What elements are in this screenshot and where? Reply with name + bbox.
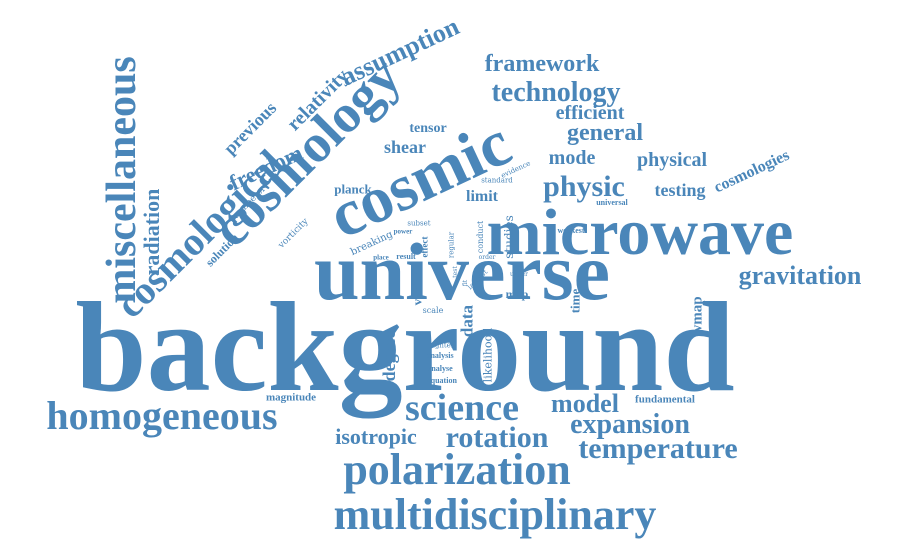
word-gravitation: gravitation (738, 261, 862, 290)
word-model: model (551, 389, 619, 418)
word-isotropic: isotropic (335, 424, 417, 449)
word-cosmologies: cosmologies (711, 146, 793, 197)
word-effect: effect (419, 236, 430, 258)
word-planck: planck (334, 181, 372, 197)
word-radiation: radiation (139, 188, 164, 276)
word-rotation: rotation (445, 421, 549, 454)
word-homogeneous: homogeneous (46, 393, 278, 438)
word-tighter: tighter (429, 341, 455, 350)
word-science: science (405, 387, 519, 429)
word-miscellaneous: miscellaneous (99, 56, 145, 304)
word-subset: subset (407, 219, 431, 228)
word-studies: studies (502, 215, 516, 259)
word-weakest: weakest (557, 226, 585, 235)
word-temperature: temperature (578, 432, 738, 465)
word-wmap: wmap (689, 296, 706, 336)
word-framework: framework (484, 51, 600, 77)
word-test: test (452, 266, 459, 278)
word-order: order (478, 254, 496, 261)
word-regular: regular (447, 231, 456, 259)
word-analysis: analysis (426, 351, 454, 360)
word-background: background (75, 276, 735, 418)
word-upper: upper (510, 271, 528, 278)
word-expansion: expansion (570, 409, 690, 440)
word-likelihood: likelihood (481, 327, 495, 383)
word-time: time (567, 288, 583, 314)
word-general: general (567, 120, 643, 146)
word-multidisciplinary: multidisciplinary (333, 490, 657, 539)
word-fundamental: fundamental (635, 393, 695, 406)
word-conduct: conduct (476, 220, 485, 254)
word-degree: degree (379, 330, 399, 382)
word-universe: universe (313, 226, 611, 317)
word-limit: limit (466, 188, 498, 205)
word-vorticity: vorticity (276, 216, 311, 251)
word-standard: standard (481, 176, 513, 185)
word-magnitude: magnitude (265, 391, 317, 404)
word-result: result (396, 252, 416, 261)
word-vector: vector (409, 270, 425, 306)
word-polarization: polarization (343, 445, 571, 494)
word-physical: physical (636, 149, 708, 171)
word-data: data (457, 304, 477, 338)
word-equation: equation (427, 376, 457, 385)
word-power: power (393, 227, 413, 236)
word-tensor: tensor (409, 121, 447, 136)
word-technology: technology (491, 77, 621, 108)
word-place: place (373, 253, 389, 262)
word-physic: physic (543, 170, 625, 203)
word-shear: shear (384, 137, 426, 157)
word-microwave: microwave (486, 196, 794, 269)
word-scale: scale (422, 306, 444, 315)
word-universal: universal (596, 198, 628, 207)
word-mode: mode (548, 147, 596, 169)
word-testing: testing (654, 180, 706, 200)
word-efficient: efficient (555, 102, 625, 124)
word-analyse: analyse (427, 364, 453, 373)
word-map: map (505, 287, 529, 301)
